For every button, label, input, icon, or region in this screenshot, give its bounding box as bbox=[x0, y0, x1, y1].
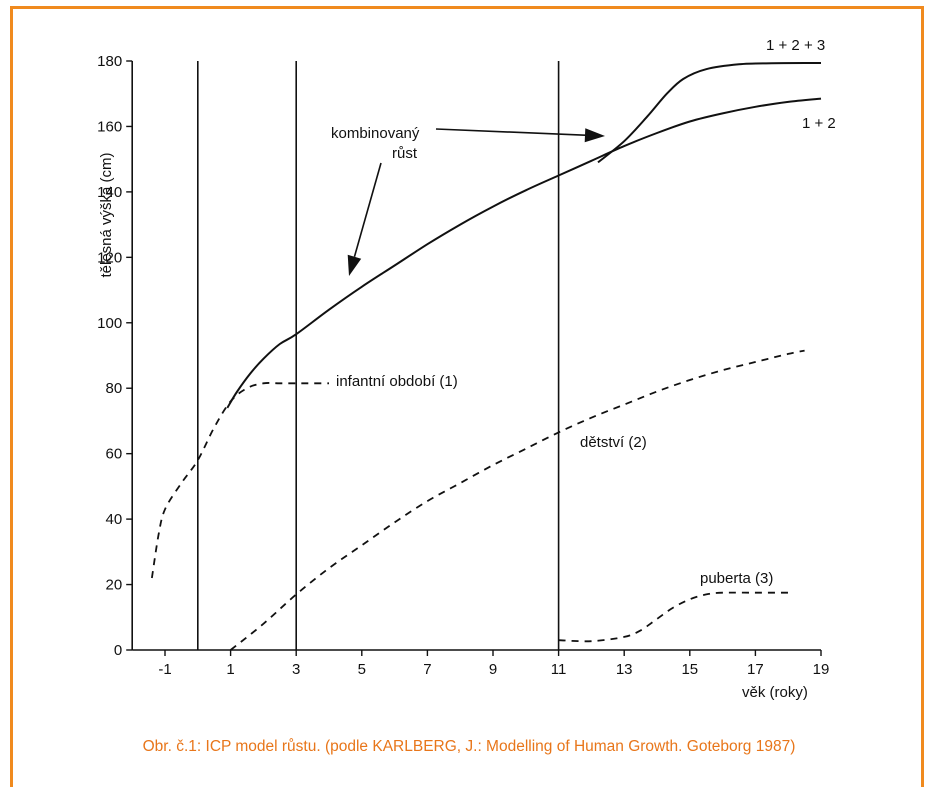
annotation-combined-line1: kombinovaný bbox=[331, 125, 420, 142]
series-1-2-3 bbox=[597, 61, 822, 164]
axes bbox=[131, 61, 821, 651]
arrow-to-combined-curve bbox=[347, 162, 382, 276]
annotation-arrows bbox=[347, 128, 605, 276]
y-tick-label: 160 bbox=[97, 118, 122, 135]
arrow-to-puberty-curve bbox=[435, 128, 605, 143]
series-1-2 bbox=[226, 97, 822, 409]
annotation-childhood: dětství (2) bbox=[580, 434, 647, 451]
series-d-tstv-2 bbox=[230, 349, 805, 651]
y-tick-label: 0 bbox=[114, 642, 122, 659]
x-tick-label: 15 bbox=[681, 661, 698, 678]
y-tick-label: 80 bbox=[106, 380, 123, 397]
y-tick-label: 20 bbox=[106, 577, 123, 594]
figure-caption: Obr. č.1: ICP model růstu. (podle KARLBE… bbox=[142, 738, 796, 755]
x-tick-label: 7 bbox=[423, 661, 431, 678]
x-tick-label: 9 bbox=[489, 661, 497, 678]
y-tick-label: 100 bbox=[97, 315, 122, 332]
y-tick-label: 180 bbox=[97, 53, 122, 70]
x-tick-label: 5 bbox=[358, 661, 366, 678]
vertical-lines bbox=[197, 61, 560, 650]
x-tick-label: -1 bbox=[158, 661, 171, 678]
series-group bbox=[151, 61, 822, 651]
y-tick-label: 40 bbox=[106, 511, 123, 528]
x-tick-label: 11 bbox=[551, 661, 567, 678]
x-tick-label: 3 bbox=[292, 661, 300, 678]
x-tick-label: 13 bbox=[616, 661, 633, 678]
x-tick-label: 19 bbox=[813, 661, 830, 678]
x-tick-label: 17 bbox=[747, 661, 764, 678]
x-tick-label: 1 bbox=[226, 661, 234, 678]
annotation-combined-line2: růst bbox=[392, 145, 418, 162]
annotation-puberty: puberta (3) bbox=[700, 570, 773, 587]
y-tick-label: 60 bbox=[106, 446, 123, 463]
x-axis-label: věk (roky) bbox=[742, 684, 808, 701]
y-axis-label: tělesná výška (cm) bbox=[98, 152, 115, 277]
figure-frame bbox=[10, 6, 924, 787]
series-infantn-obdob-1 bbox=[151, 382, 329, 579]
series-puberta-3 bbox=[558, 591, 789, 643]
annotation-infant: infantní období (1) bbox=[336, 373, 458, 390]
annotation-sum-two: 1 + 2 bbox=[802, 115, 836, 132]
annotation-sum-all: 1 + 2 + 3 bbox=[766, 37, 825, 54]
y-tick-label: 140 bbox=[97, 184, 122, 201]
y-tick-label: 120 bbox=[97, 249, 122, 266]
